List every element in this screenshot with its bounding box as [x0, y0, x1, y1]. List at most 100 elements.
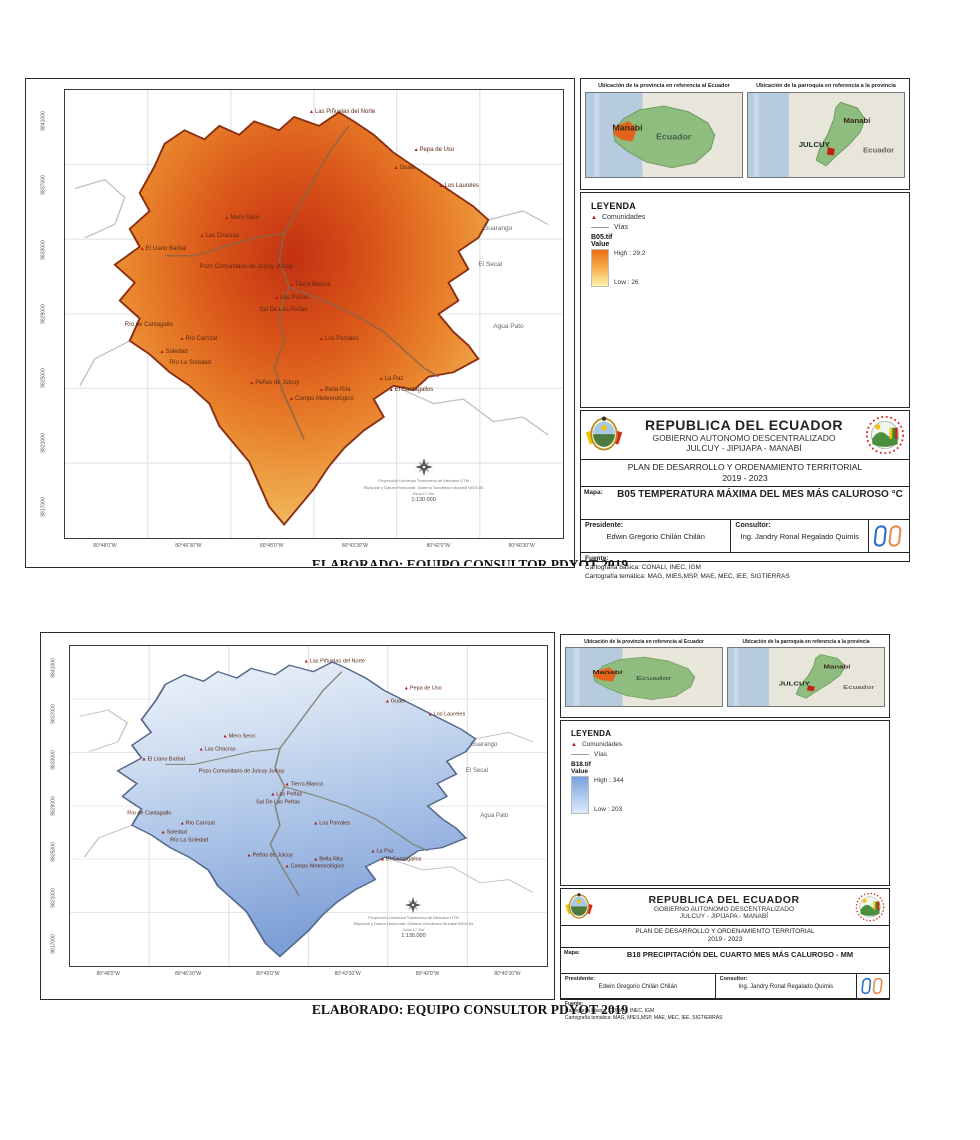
left-axis-tick-label: 9837000	[51, 704, 57, 724]
fuente-tematica: Cartografía temática: MAG, MIES,MSP, MAE…	[565, 1014, 723, 1021]
community-triangle-icon: ▲	[384, 698, 390, 705]
community-triangle-icon: ▲	[318, 387, 324, 394]
projection-line-3: Zona 17 Sur	[412, 490, 435, 496]
road-line-icon	[591, 227, 609, 228]
projection-line-2: Elipsoide y Datum Horizontal: Sistema Ge…	[363, 484, 484, 490]
inset-label-ecuador2: Ecuador	[843, 686, 875, 691]
left-axis-ticks-b18: 9841000 9837000 9833000 9829000 9825000 98210…	[42, 645, 66, 967]
fuente-basica: Cartografía básica: CONALI, INEC, IGM	[565, 1007, 655, 1014]
map-frame-b18: ▲Las Piñuelas del Norte ▲Pepa de Uso ▲Gual…	[69, 645, 548, 967]
inset-label-julcuy: JULCUY	[799, 140, 830, 149]
inset-parroquia-map: Manabí JULCUY Ecuador	[727, 647, 885, 708]
bottom-axis-ticks-b18: 80°48'0"W 80°46'30"W 80°45'0"W 80°43'30"W 80…	[69, 971, 548, 983]
plan-title: PLAN DE DESARROLLO Y ORDENAMIENTO TERRIT…	[635, 928, 815, 935]
map-place-label: ▲La Paz	[378, 375, 404, 382]
map-place-label: ▲Las Peñas	[274, 295, 309, 302]
projection-line-2: Elipsoide y Datum Horizontal: Sistema Ge…	[353, 920, 474, 926]
left-axis-tick-label: 9821000	[41, 432, 47, 453]
compass-rose-icon	[414, 458, 433, 477]
map-place-label: ▲Los Parrales	[318, 335, 359, 342]
inset-parroquia: Ubicación de la parroquia en referencia …	[727, 638, 885, 714]
community-triangle-icon: ▲	[591, 214, 597, 221]
right-column-b18: Ubicación de la provincia en referencia …	[560, 634, 890, 1021]
community-triangle-icon: ▲	[270, 791, 276, 798]
titleblock-b18: REPUBLICA DEL ECUADOR GOBIERNO AUTONOMO …	[560, 888, 890, 1021]
presidente-label: Presidente:	[565, 976, 595, 982]
community-triangle-icon: ▲	[303, 658, 309, 665]
fuente-label: Fuente:	[565, 1001, 584, 1007]
map-place-label: ▲Bella Rita	[318, 387, 351, 394]
map-place-label: Agua Pato	[480, 812, 509, 819]
mapa-label: Mapa:	[584, 489, 603, 496]
map-raster-b18	[70, 646, 547, 966]
mapa-label: Mapa:	[564, 950, 580, 956]
compass-block-b18: Proyección Universal Transversa de Merca…	[309, 896, 519, 940]
map-place-label: Guarango	[483, 224, 513, 232]
roads-lines	[164, 125, 439, 440]
consultor-label: Consultor:	[735, 522, 771, 529]
map-place-label: ▲Bella Rita	[313, 856, 343, 863]
map-place-label: ▲Las Piñuelas del Norte	[303, 658, 366, 665]
map-place-label: ▲El Llano Barbal	[139, 246, 187, 253]
consultor-name: Ing. Jandry Ronal Regalado Quimis	[740, 532, 859, 541]
map-place-label: ▲Río Carrizal	[179, 819, 215, 826]
map-scale: 1:130.000	[401, 933, 426, 940]
map-labels-layer-b05: ▲Las Piñuelas del Norte ▲Pepa de Uso ▲Gual…	[65, 90, 563, 538]
community-triangle-icon: ▲	[313, 819, 319, 826]
legend-gradient-swatch	[571, 776, 589, 814]
presidente-label: Presidente:	[585, 522, 624, 529]
left-axis-tick-label: 9837000	[41, 175, 47, 196]
map-place-label: ▲El Cantagallos	[380, 856, 422, 863]
bottom-axis-tick-label: 80°48'0"W	[93, 543, 117, 549]
community-triangle-icon: ▲	[199, 232, 205, 239]
map-place-label: Guarango	[470, 742, 498, 749]
inset-provincia-title: Ubicación de la provincia en referencia …	[598, 83, 730, 89]
map-title: B05 TEMPERATURA MÁXIMA DEL MES MÁS CALUR…	[617, 489, 903, 500]
map-place-label: ▲Mero Seco	[222, 733, 256, 740]
bottom-axis-tick-label: 80°43'30"W	[334, 971, 361, 977]
inset-provincia: Ubicación de la provincia en referencia …	[565, 638, 723, 714]
bottom-axis-tick-label: 80°48'0"W	[96, 971, 120, 977]
right-column-b05: Ubicación de la provincia en referencia …	[580, 78, 910, 580]
map-place-label: Río de Cantagallo	[124, 322, 173, 329]
country-title: REPUBLICA DEL ECUADOR	[645, 417, 843, 433]
inset-parroquia: Ubicación de la parroquia en referencia …	[747, 82, 905, 186]
map-place-label: ▲Pepa de Uso	[403, 685, 442, 692]
map-place-label: Río La Soledad	[169, 360, 211, 367]
caption-elaborado-bottom: ELABORADO: EQUIPO CONSULTOR PDYOT 2019	[311, 1002, 629, 1017]
inset-provincia-map: Manabí Ecuador	[565, 647, 723, 708]
map-place-label: ▲Campo Meteorológico	[289, 396, 354, 403]
consultor-name: Ing. Jandry Ronal Regalado Quimis	[738, 984, 834, 990]
insets-box-b18: Ubicación de la provincia en referencia …	[560, 634, 890, 718]
inset-parroquia-map: Manabí JULCUY Ecuador	[747, 91, 905, 178]
compass-block-b05: Proyección Universal Transversa de Merca…	[314, 457, 533, 503]
map-scale: 1:130.000	[411, 496, 436, 503]
inset-label-ecuador: Ecuador	[656, 132, 692, 142]
location-subtitle: JULCUY - JIPIJAPA - MANABÍ	[686, 443, 802, 453]
map-place-label: ▲Pepa de Uso	[413, 147, 455, 154]
inset-label-ecuador: Ecuador	[636, 675, 671, 682]
consultor-label: Consultor:	[719, 976, 748, 982]
gad-julcuy-logo-icon	[855, 892, 885, 922]
legend-value-label: Value	[571, 768, 588, 775]
community-triangle-icon: ▲	[289, 396, 295, 403]
parish-polygon	[113, 111, 490, 527]
gad-julcuy-logo-icon	[865, 415, 905, 455]
inset-label-julcuy: JULCUY	[779, 682, 811, 687]
community-triangle-icon: ▲	[438, 183, 444, 190]
ecuador-coat-of-arms-icon	[585, 416, 623, 451]
context-boundaries	[74, 178, 549, 436]
fuente-basica: Cartografía básica: CONALI, INEC, IGM	[585, 563, 701, 571]
legend-gradient-swatch	[591, 249, 609, 287]
community-triangle-icon: ▲	[246, 851, 252, 858]
inset-provincia-map: Manabí Ecuador	[585, 91, 743, 178]
community-triangle-icon: ▲	[159, 349, 165, 356]
inset-label-manabi2: Manabí	[824, 665, 852, 670]
community-triangle-icon: ▲	[179, 819, 185, 826]
bottom-axis-tick-label: 80°42'0"W	[415, 971, 440, 977]
map-title: B18 PRECIPITACIÓN DEL CUARTO MES MÁS CAL…	[626, 950, 854, 959]
ecuador-coat-of-arms-icon	[565, 893, 593, 919]
legend-title: LEYENDA	[571, 729, 612, 738]
consultor-logo-icon	[873, 525, 902, 547]
map-panel-b05: ▲Las Piñuelas del Norte ▲Pepa de Uso ▲Gual…	[25, 78, 575, 568]
